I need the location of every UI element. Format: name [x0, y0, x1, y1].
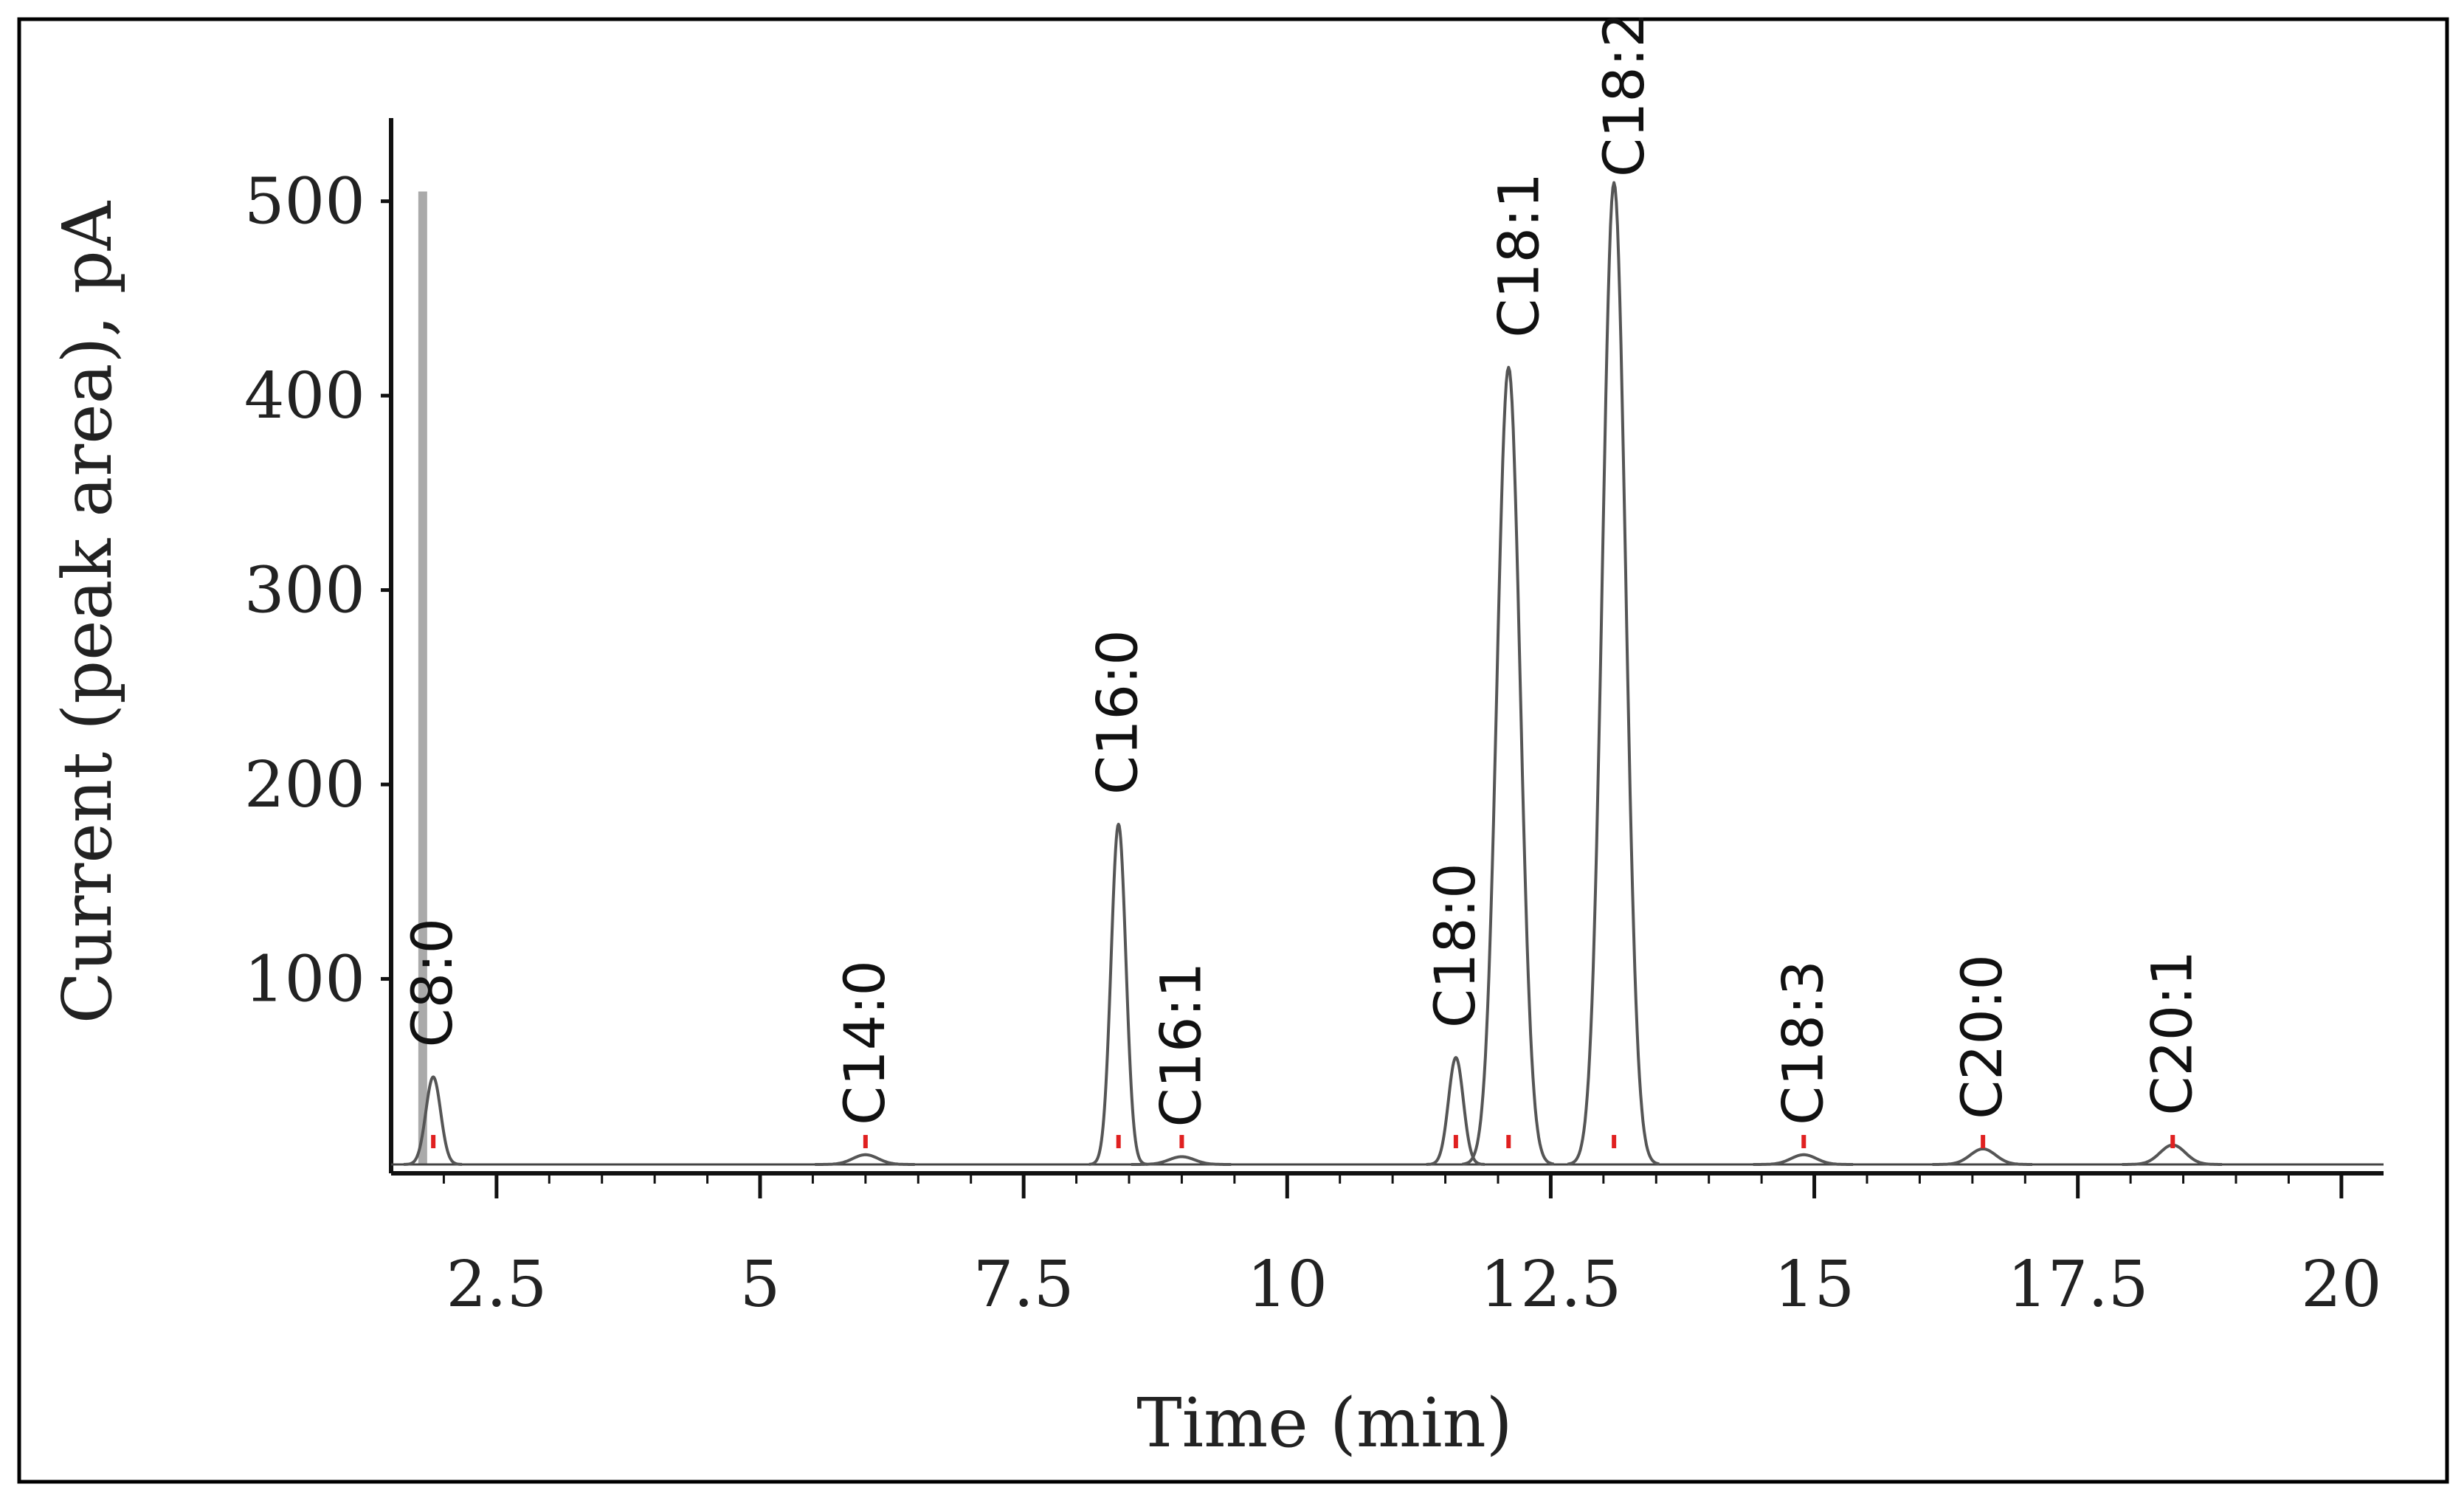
x-tick-label: 17.5 [2007, 1248, 2148, 1322]
x-tick-label: 20 [2301, 1248, 2381, 1322]
peak-label: C18:2 [1591, 12, 1657, 177]
y-tick-label: 200 [244, 748, 365, 822]
x-tick-label: 12.5 [1480, 1248, 1621, 1322]
y-axis-title: Current (peak area), pA [48, 200, 127, 1024]
y-tick-label: 400 [244, 359, 365, 433]
peak-trace [1088, 822, 1148, 1166]
peak-label: C16:0 [1085, 629, 1150, 795]
peak-trace [1753, 1153, 1854, 1166]
x-tick-label: 15 [1774, 1248, 1854, 1322]
peak-trace [1131, 1155, 1232, 1166]
peak-trace [403, 1075, 463, 1166]
x-tick-label: 7.5 [973, 1248, 1074, 1322]
figure-frame [17, 17, 2449, 1484]
y-tick-label: 500 [244, 165, 365, 239]
peak-trace [1567, 181, 1660, 1166]
peak-label: C20:0 [1949, 954, 2015, 1119]
peak-label: C8:0 [399, 918, 465, 1047]
peak-trace [1425, 1056, 1485, 1166]
peak-label: C20:1 [2139, 950, 2204, 1116]
x-tick-label: 2.5 [446, 1248, 547, 1322]
peak-label: C18:0 [1422, 863, 1488, 1028]
peak-label: C18:1 [1485, 173, 1551, 338]
y-tick-label: 100 [244, 943, 365, 1017]
x-tick-label: 5 [740, 1248, 781, 1322]
y-tick-label: 300 [244, 554, 365, 628]
peak-trace [1932, 1147, 2033, 1166]
peak-label: C18:3 [1770, 960, 1835, 1125]
x-tick-label: 10 [1247, 1248, 1328, 1322]
peak-label: C16:1 [1148, 962, 1213, 1128]
x-axis-title: Time (min) [1136, 1384, 1512, 1463]
plot-area: 100 200 300 400 500 2.5 5 7.5 10 12.5 15 17.5 20 C8:0… [244, 12, 2384, 1322]
peak-trace [815, 1153, 915, 1166]
peak-trace [1462, 365, 1554, 1166]
peak-label: C14:0 [832, 960, 897, 1125]
